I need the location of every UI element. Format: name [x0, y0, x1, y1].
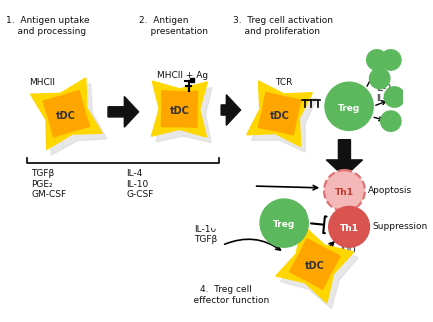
Text: Th1: Th1: [339, 224, 359, 233]
Text: tDC: tDC: [270, 110, 290, 120]
Circle shape: [260, 199, 308, 247]
Polygon shape: [152, 81, 207, 137]
Circle shape: [228, 189, 238, 199]
Text: Suppression: Suppression: [372, 222, 427, 231]
Circle shape: [237, 188, 248, 199]
Polygon shape: [161, 91, 197, 127]
Circle shape: [325, 82, 373, 130]
Circle shape: [226, 178, 236, 188]
Circle shape: [329, 206, 369, 247]
Circle shape: [245, 180, 255, 190]
Circle shape: [226, 211, 236, 221]
Polygon shape: [247, 81, 312, 147]
Circle shape: [381, 111, 401, 131]
Text: 3.  Treg cell activation
    and proliferation: 3. Treg cell activation and proliferatio…: [233, 16, 333, 36]
Circle shape: [381, 50, 401, 70]
FancyBboxPatch shape: [190, 78, 194, 82]
Polygon shape: [108, 97, 139, 127]
Polygon shape: [221, 95, 241, 125]
Polygon shape: [281, 231, 359, 308]
Circle shape: [367, 50, 387, 70]
Text: IL-4
IL-10
G-CSF: IL-4 IL-10 G-CSF: [126, 169, 154, 199]
Polygon shape: [35, 83, 107, 155]
Text: IDO: IDO: [340, 246, 355, 255]
Circle shape: [236, 172, 246, 182]
Text: tDC: tDC: [56, 110, 76, 120]
Circle shape: [219, 219, 229, 229]
Text: Th1: Th1: [335, 188, 354, 197]
Polygon shape: [258, 92, 301, 135]
Polygon shape: [252, 87, 317, 152]
Text: Treg: Treg: [273, 221, 295, 230]
Circle shape: [324, 170, 365, 211]
Circle shape: [208, 209, 218, 219]
Text: 4.  Treg cell
    effector function: 4. Treg cell effector function: [182, 285, 269, 305]
Text: TCR: TCR: [275, 79, 292, 88]
Polygon shape: [43, 90, 90, 137]
Text: tDC: tDC: [169, 106, 189, 116]
Circle shape: [369, 68, 390, 89]
Circle shape: [217, 203, 227, 213]
Text: tDC: tDC: [305, 261, 325, 271]
Text: IDO: IDO: [291, 209, 306, 218]
Text: Apoptosis: Apoptosis: [368, 186, 412, 195]
Circle shape: [385, 87, 405, 107]
Text: MHCII: MHCII: [29, 79, 55, 88]
Circle shape: [210, 218, 220, 228]
Polygon shape: [289, 239, 340, 289]
Text: IL-10
TGFβ: IL-10 TGFβ: [194, 224, 217, 244]
Text: TGFβ
PGE₂
GM-CSF: TGFβ PGE₂ GM-CSF: [31, 169, 66, 199]
Text: 1.  Antigen uptake
    and processing: 1. Antigen uptake and processing: [6, 16, 90, 36]
Text: IL-2
IL-15: IL-2 IL-15: [376, 84, 397, 103]
Polygon shape: [156, 87, 212, 143]
Text: Treg: Treg: [338, 104, 360, 113]
Text: MHCII + Ag: MHCII + Ag: [157, 71, 208, 80]
Polygon shape: [326, 140, 362, 177]
Text: 2.  Antigen
    presentation: 2. Antigen presentation: [139, 16, 207, 36]
Polygon shape: [30, 78, 102, 149]
Polygon shape: [276, 225, 354, 303]
